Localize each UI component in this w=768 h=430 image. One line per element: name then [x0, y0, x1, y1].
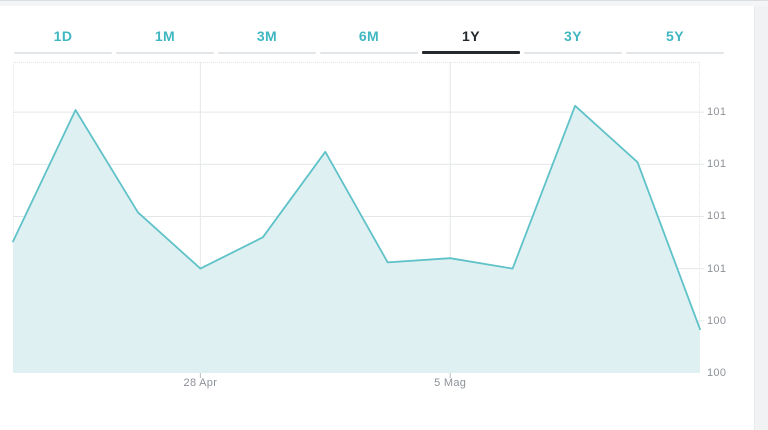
tab-1y-label: 1Y — [462, 28, 480, 44]
tab-underline — [14, 52, 112, 54]
tab-1d-label: 1D — [53, 28, 73, 44]
tab-3y-label: 3Y — [564, 28, 582, 44]
y-axis-label: 100 — [707, 367, 727, 379]
tab-underline — [626, 52, 724, 54]
tab-1y[interactable]: 1Y — [422, 26, 520, 54]
tab-underline — [320, 52, 418, 54]
tab-5y[interactable]: 5Y — [626, 26, 724, 54]
tab-3m-label: 3M — [256, 28, 278, 44]
price-area-chart[interactable] — [12, 62, 708, 380]
tab-underline — [116, 52, 214, 54]
x-axis-label: 5 Mag — [434, 377, 467, 389]
price-line — [12, 104, 701, 331]
period-tabs: 1D 1M 3M 6M 1Y 3Y 5Y — [14, 26, 724, 54]
top-strip — [0, 0, 768, 6]
y-axis-label: 100 — [707, 314, 727, 327]
tab-1m-label: 1M — [154, 28, 176, 44]
tab-6m-label: 6M — [358, 28, 380, 44]
x-axis-label: 28 Apr — [183, 377, 218, 389]
tab-underline — [524, 52, 622, 54]
tab-1m[interactable]: 1M — [116, 26, 214, 54]
tab-underline — [422, 51, 520, 54]
tab-5y-label: 5Y — [666, 28, 684, 44]
y-axis-label: 101 — [707, 106, 727, 119]
tab-3y[interactable]: 3Y — [524, 26, 622, 54]
tab-6m[interactable]: 6M — [320, 26, 418, 54]
tab-3m[interactable]: 3M — [218, 26, 316, 54]
scrollbar-gutter[interactable] — [754, 6, 768, 430]
area-fill — [13, 105, 700, 374]
y-axis-label: 101 — [707, 158, 727, 171]
tab-underline — [218, 52, 316, 54]
tab-1d[interactable]: 1D — [14, 26, 112, 54]
y-axis-label: 101 — [707, 210, 727, 223]
y-axis-label: 101 — [707, 262, 727, 275]
